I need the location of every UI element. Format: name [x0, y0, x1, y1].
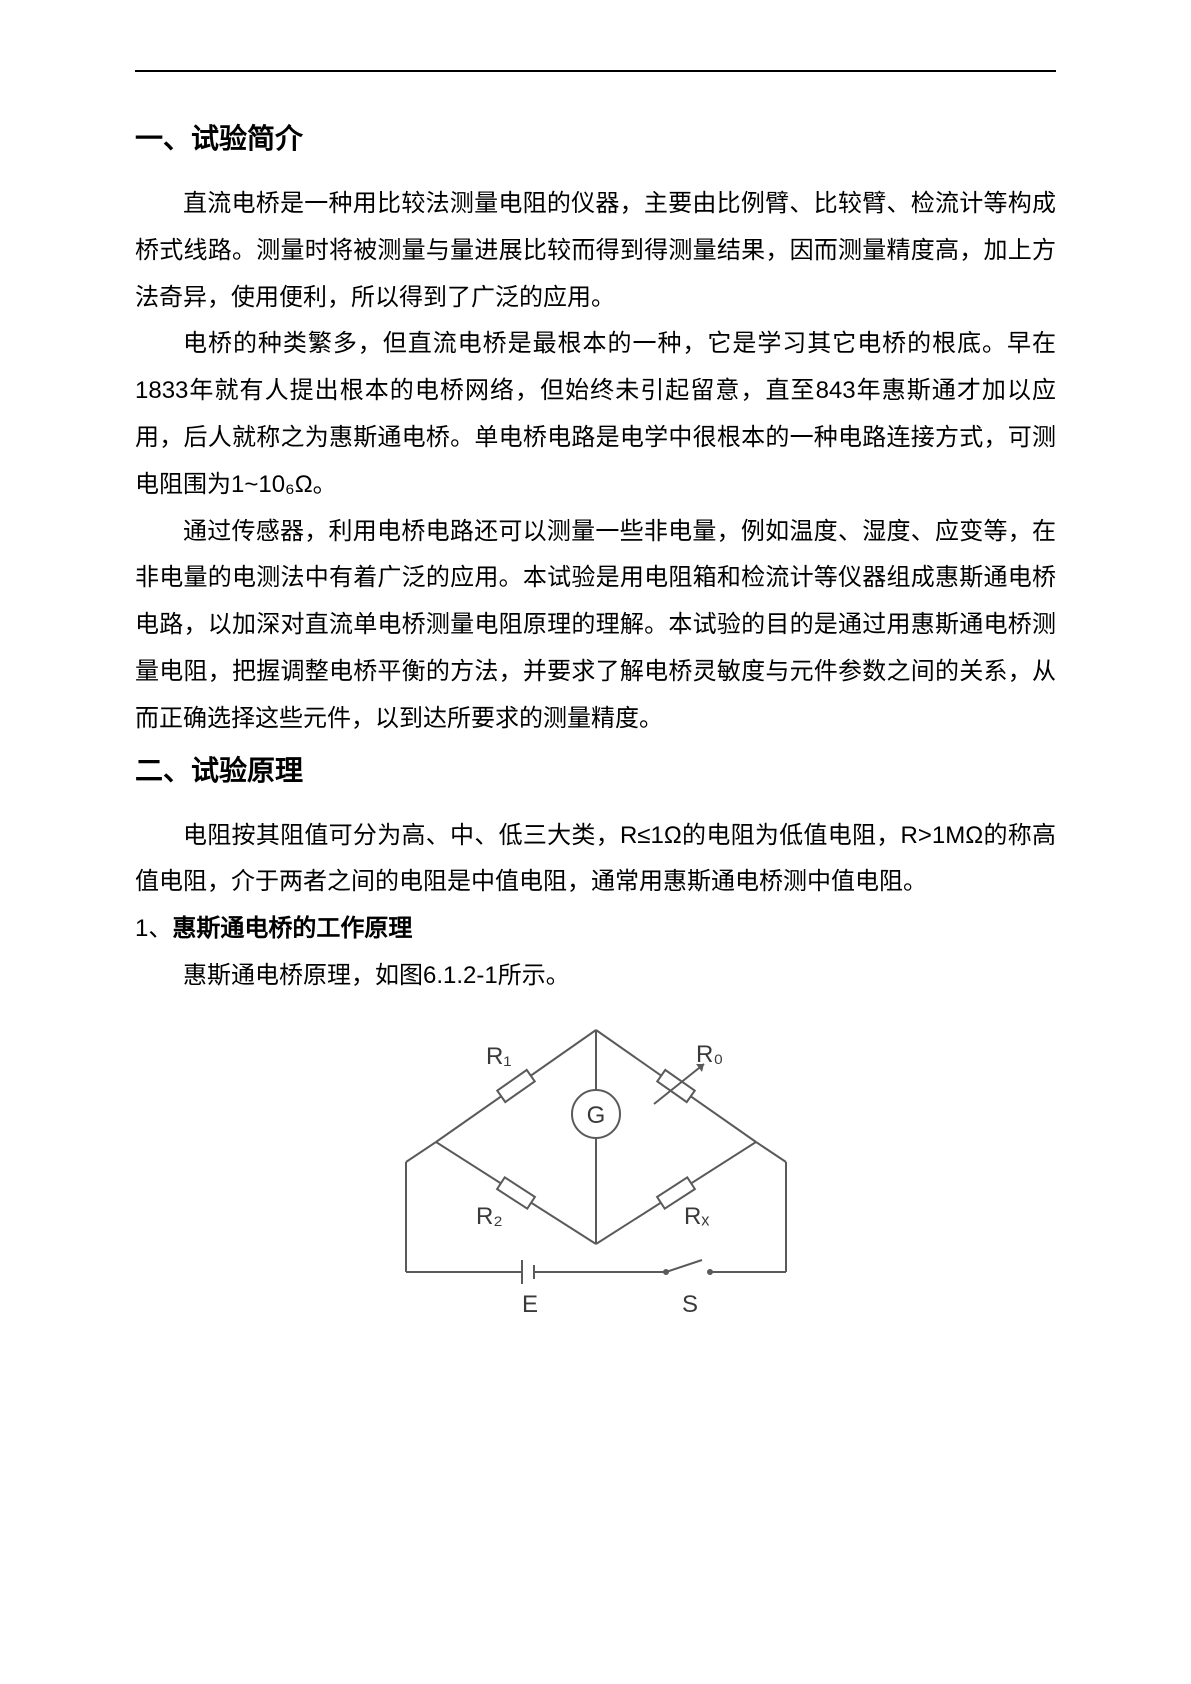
sub1-number: 1、	[135, 915, 172, 942]
label-S: S	[682, 1291, 698, 1318]
section-2-para-1: 电阻按其阻值可分为高、中、低三大类，R≤1Ω的电阻为低值电阻，R>1MΩ的称高值…	[135, 813, 1056, 907]
section-1-para-1: 直流电桥是一种用比较法测量电阻的仪器，主要由比例臂、比较臂、检流计等构成桥式线路…	[135, 181, 1056, 321]
label-R2: R₂	[476, 1203, 503, 1230]
bridge-wires	[406, 1030, 786, 1272]
section-2-sub1: 1、惠斯通电桥的工作原理	[135, 906, 1056, 953]
wheatstone-bridge-svg: G R₁ R₀ R₂ Rₓ E S	[376, 1012, 816, 1332]
label-R0: R₀	[696, 1041, 723, 1068]
wheatstone-bridge-figure: G R₁ R₀ R₂ Rₓ E S	[135, 1012, 1056, 1332]
battery-E	[522, 1260, 534, 1284]
section-1-para-3: 通过传感器，利用电桥电路还可以测量一些非电量，例如温度、湿度、应变等，在非电量的…	[135, 509, 1056, 743]
label-R1: R₁	[486, 1043, 511, 1070]
section-1-title: 一、试验简介	[135, 117, 1056, 157]
galvanometer-label: G	[586, 1102, 605, 1129]
resistor-R2	[497, 1177, 535, 1208]
sub1-title: 惠斯通电桥的工作原理	[172, 915, 412, 942]
resistor-R1	[497, 1070, 535, 1102]
switch-node-left	[663, 1269, 669, 1275]
page-top-rule	[135, 70, 1056, 72]
section-1-para-2: 电桥的种类繁多，但直流电桥是最根本的一种，它是学习其它电桥的根底。早在1833年…	[135, 321, 1056, 508]
label-Rx: Rₓ	[684, 1203, 709, 1230]
resistor-R0	[654, 1064, 704, 1104]
section-2-title: 二、试验原理	[135, 749, 1056, 789]
switch-node-right	[707, 1269, 713, 1275]
section-2-para-2: 惠斯通电桥原理，如图6.1.2-1所示。	[135, 953, 1056, 1000]
label-E: E	[522, 1291, 538, 1318]
